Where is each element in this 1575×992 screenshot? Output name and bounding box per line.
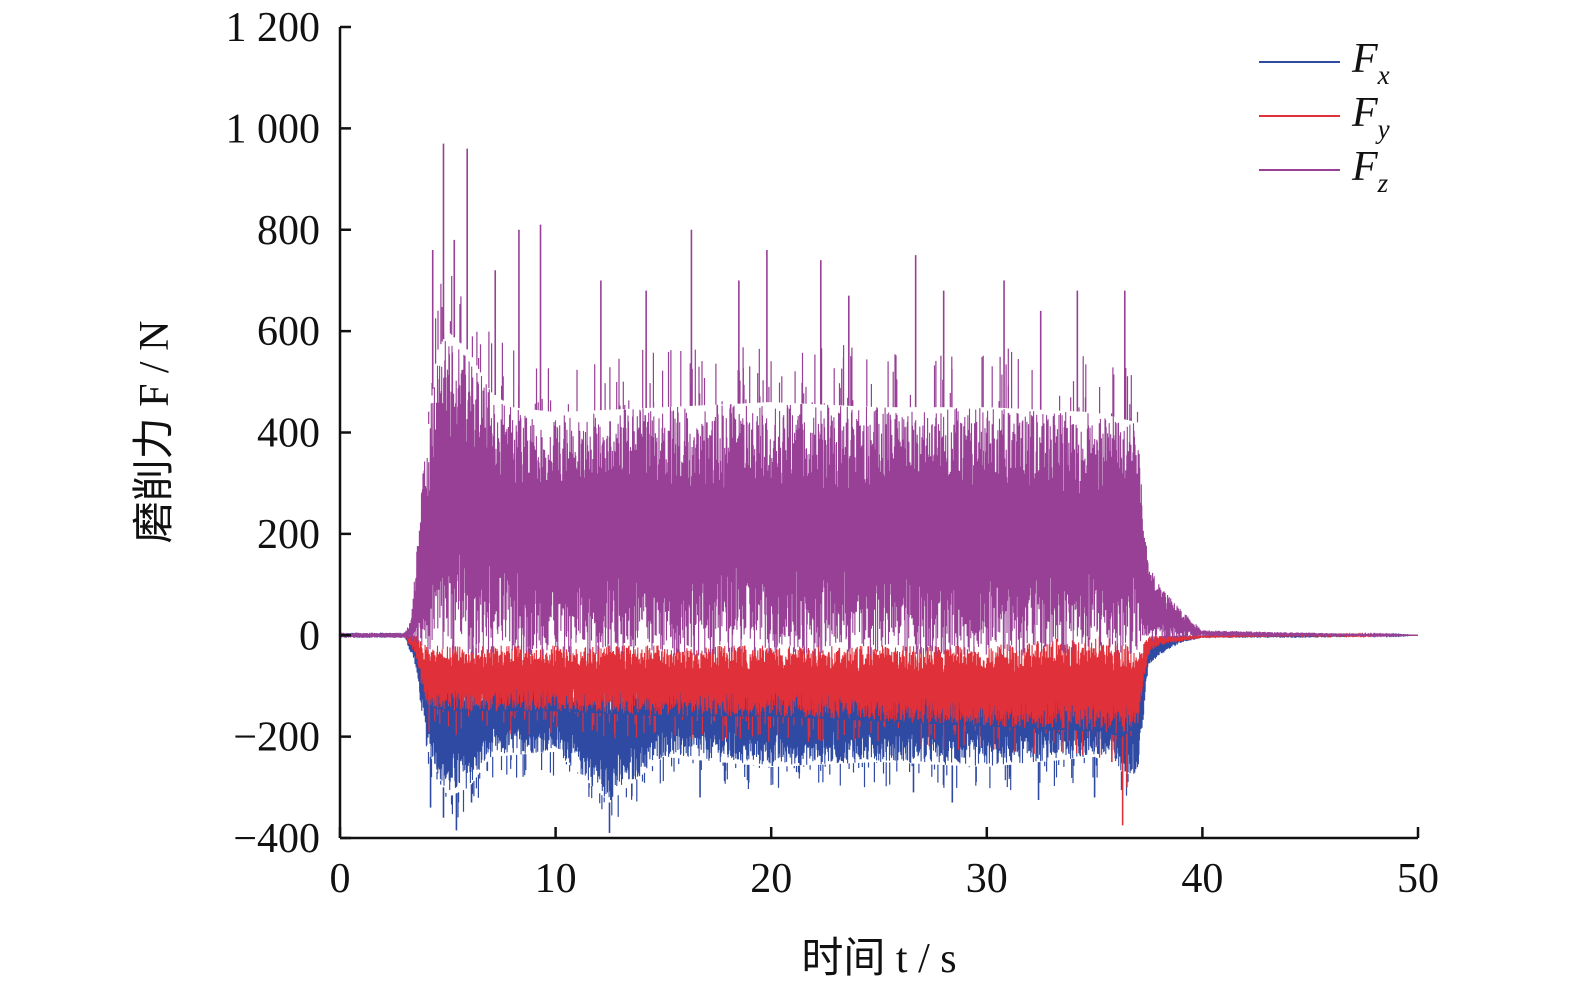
legend-subscript: y bbox=[1375, 114, 1390, 144]
y-tick-label: 0 bbox=[299, 613, 320, 659]
legend-subscript: z bbox=[1377, 168, 1389, 198]
series-fy bbox=[339, 632, 1419, 826]
x-axis-title: 时间 t / s bbox=[801, 936, 956, 982]
x-tick-label: 50 bbox=[1397, 856, 1439, 902]
x-tick-label: 20 bbox=[750, 856, 792, 902]
series-fy-line bbox=[339, 632, 1419, 734]
series-fz bbox=[339, 143, 1419, 656]
legend-label: Fx bbox=[1351, 36, 1390, 90]
legend-label: Fz bbox=[1351, 144, 1389, 198]
legend-item-fz: Fz bbox=[1259, 144, 1389, 198]
y-tick-label: 800 bbox=[257, 208, 320, 254]
y-tick-label: 200 bbox=[257, 512, 320, 558]
x-tick-label: 40 bbox=[1181, 856, 1223, 902]
series-fy-spikes bbox=[428, 706, 1132, 826]
legend-subscript: x bbox=[1377, 60, 1390, 90]
x-tick-label: 10 bbox=[535, 856, 577, 902]
legend-item-fx: Fx bbox=[1259, 36, 1390, 90]
y-tick-label: 400 bbox=[257, 411, 320, 457]
y-tick-label: 1 200 bbox=[226, 5, 321, 51]
y-tick-label: −200 bbox=[233, 715, 320, 761]
y-axis-title: 磨削力 F / N bbox=[132, 321, 178, 544]
x-tick-label: 0 bbox=[330, 856, 351, 902]
series-fx bbox=[339, 632, 1419, 833]
x-tick-label: 30 bbox=[966, 856, 1008, 902]
legend-item-fy: Fy bbox=[1259, 90, 1390, 144]
y-tick-label: 1 000 bbox=[226, 106, 321, 152]
y-tick-label: 600 bbox=[257, 309, 320, 355]
legend-label: Fy bbox=[1351, 90, 1390, 144]
series-fz-spikes bbox=[428, 143, 1139, 424]
y-tick-label: −400 bbox=[233, 816, 320, 862]
series-layer bbox=[339, 143, 1419, 833]
series-fx-spikes bbox=[427, 752, 1129, 833]
ticks: 0 10 20 30 40 50 −400 −200 0 200 400 600 800 1 000 1 2… bbox=[226, 5, 1440, 902]
series-fz-line bbox=[339, 341, 1419, 656]
